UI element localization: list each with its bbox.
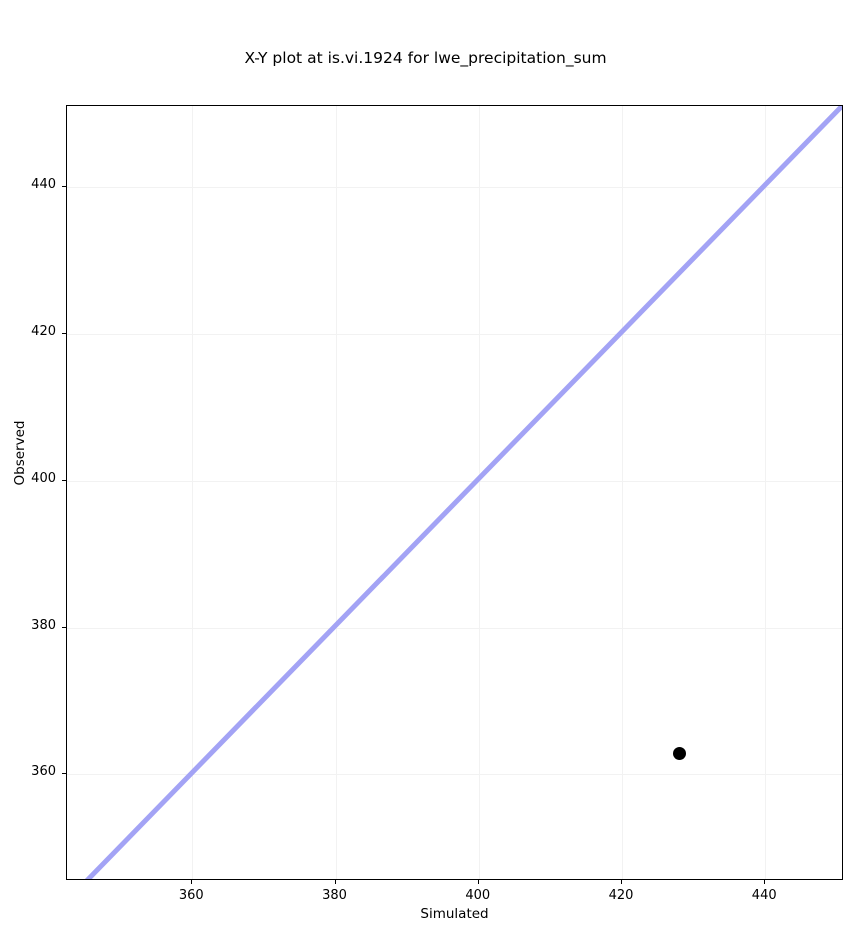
gridline-horizontal bbox=[67, 480, 842, 482]
x-tick-mark bbox=[621, 880, 622, 884]
x-tick-label: 400 bbox=[465, 888, 491, 903]
y-tick-label: 380 bbox=[31, 617, 56, 633]
y-tick-mark bbox=[62, 332, 66, 334]
gridline-horizontal bbox=[67, 627, 842, 629]
x-tick-mark bbox=[764, 880, 766, 884]
y-tick-mark bbox=[62, 479, 66, 481]
y-axis-label: Observed bbox=[12, 420, 28, 486]
x-tick-label: 380 bbox=[322, 888, 347, 903]
y-tick-label: 420 bbox=[31, 323, 56, 339]
x-tick-mark bbox=[191, 880, 193, 884]
x-tick-mark bbox=[334, 880, 336, 884]
y-tick-mark bbox=[62, 185, 66, 187]
y-tick-mark bbox=[62, 626, 66, 628]
gridline-horizontal bbox=[67, 774, 842, 776]
x-tick-label: 440 bbox=[751, 888, 777, 903]
gridline-vertical bbox=[478, 106, 480, 879]
x-tick-label: 420 bbox=[608, 888, 634, 903]
y-tick-mark bbox=[62, 773, 66, 775]
gridline-horizontal bbox=[67, 333, 842, 335]
y-tick-label: 360 bbox=[31, 764, 56, 780]
gridline-horizontal bbox=[67, 186, 842, 188]
one-to-one-line bbox=[84, 106, 842, 879]
chart-title-line-1: X-Y plot at is.vi.1924 for lwe_precipita… bbox=[244, 49, 607, 67]
gridline-vertical bbox=[765, 106, 767, 879]
x-tick-label: 360 bbox=[178, 888, 204, 903]
plot-area bbox=[66, 105, 843, 880]
x-axis-label: Simulated bbox=[420, 906, 489, 922]
gridline-vertical bbox=[192, 106, 194, 879]
data-point-marker bbox=[672, 747, 686, 761]
y-tick-label: 440 bbox=[31, 176, 56, 192]
x-tick-mark bbox=[477, 880, 479, 884]
gridline-vertical bbox=[335, 106, 337, 879]
y-tick-label: 400 bbox=[31, 470, 56, 486]
gridline-vertical bbox=[622, 106, 623, 879]
